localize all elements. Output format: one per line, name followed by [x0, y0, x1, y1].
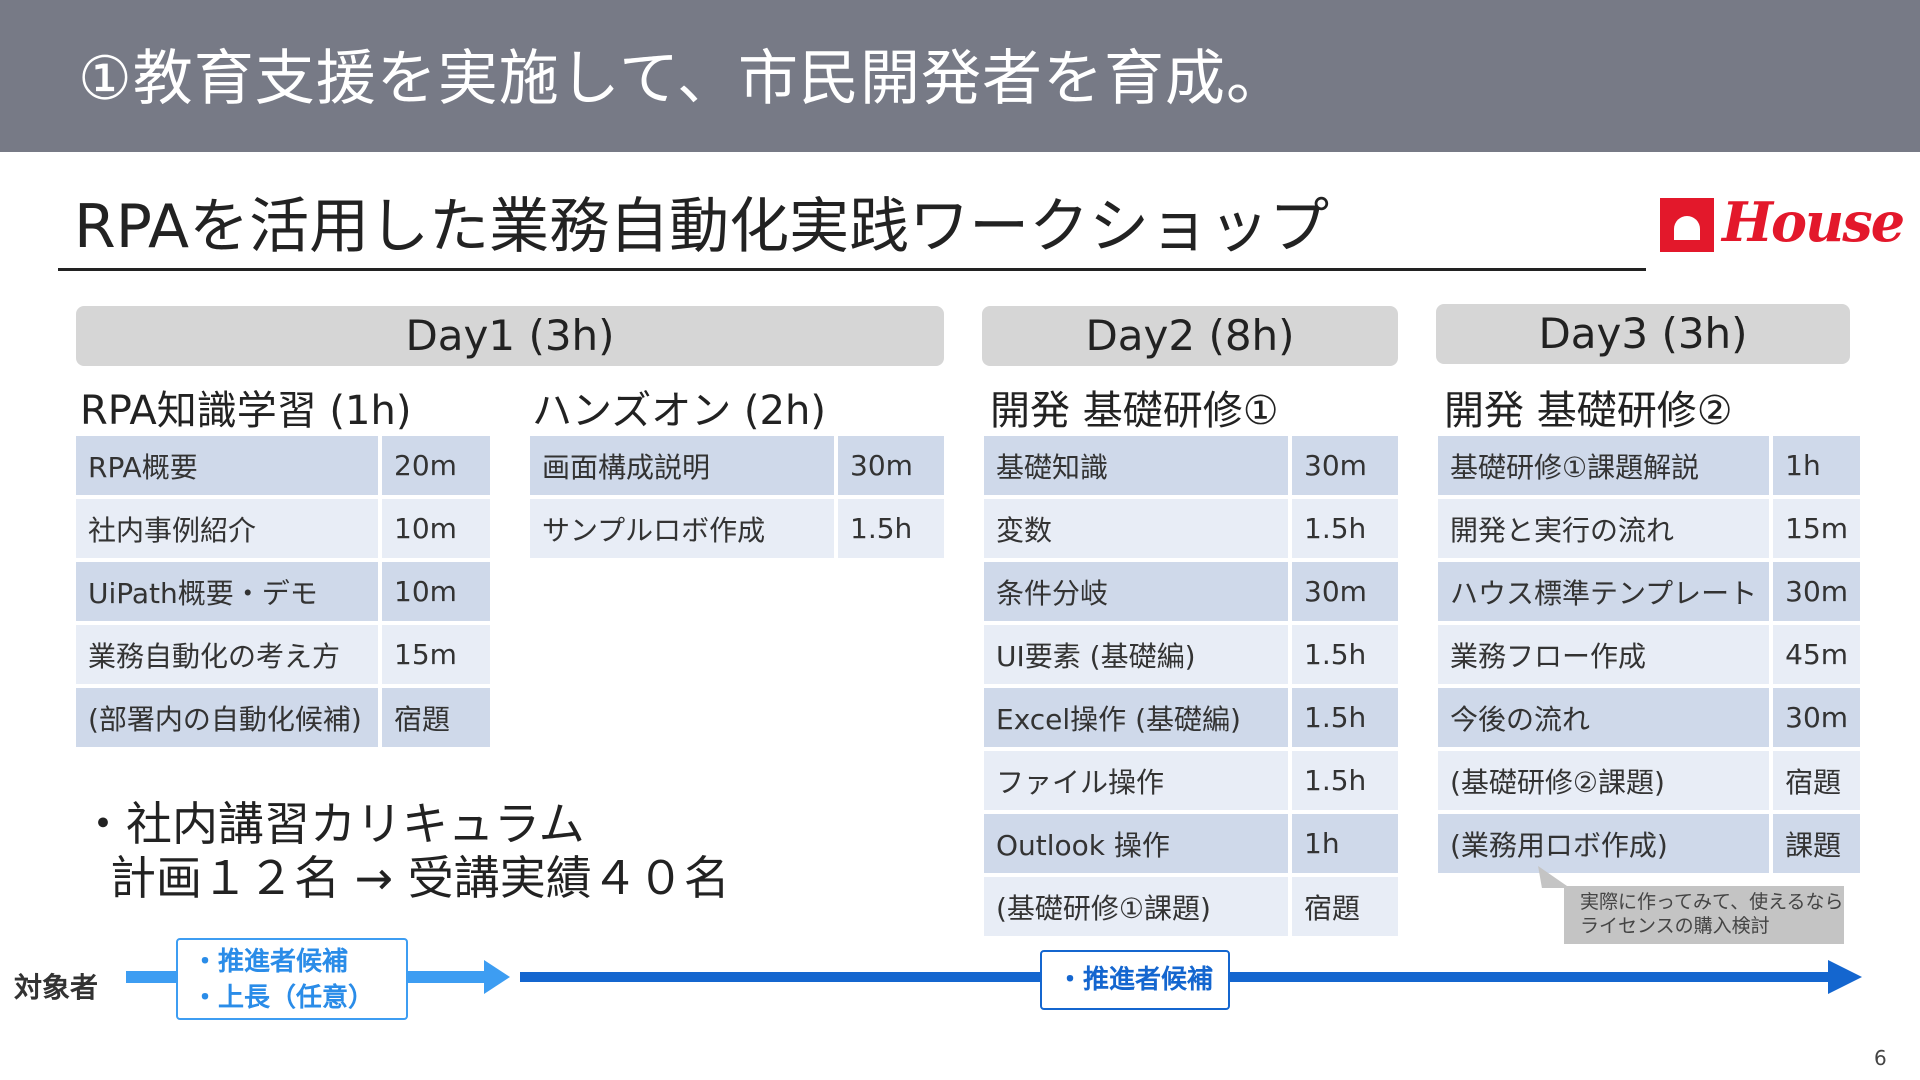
table-row: サンプルロボ作成 1.5h [530, 499, 944, 558]
item-cell: サンプルロボ作成 [530, 499, 834, 558]
time-cell: 1h [1288, 814, 1398, 873]
table-row: 今後の流れ 30m [1438, 688, 1861, 747]
callout-line: ライセンスの購入検討 [1580, 915, 1770, 937]
time-cell: 20m [378, 436, 490, 495]
table-row: Outlook 操作 1h [984, 814, 1398, 873]
target-item: ・推進者候補 [192, 947, 349, 977]
house-logo-icon [1660, 198, 1714, 252]
item-cell: 画面構成説明 [530, 436, 834, 495]
item-cell: 業務自動化の考え方 [76, 625, 378, 684]
section-title-handson: ハンズオン (2h) [532, 388, 826, 434]
table-row: 変数 1.5h [984, 499, 1398, 558]
time-cell: 課題 [1769, 814, 1861, 873]
item-cell: Outlook 操作 [984, 814, 1288, 873]
time-cell: 10m [378, 562, 490, 621]
time-cell: 1h [1769, 436, 1861, 495]
table-row: 業務フロー作成 45m [1438, 625, 1861, 684]
page-subtitle: RPAを活用した業務自動化実践ワークショップ [74, 192, 1330, 262]
time-cell: 1.5h [834, 499, 944, 558]
target-label: 対象者 [14, 971, 99, 1004]
subtitle-underline [58, 268, 1646, 271]
item-cell: UiPath概要・デモ [76, 562, 378, 621]
section-title-rpa: RPA知識学習 (1h) [80, 388, 412, 434]
dev1-schedule-table: 基礎知識 30m 変数 1.5h 条件分岐 30m UI要素 (基礎編) 1.5h Ex… [984, 432, 1398, 940]
section-title-dev1: 開発 基礎研修① [990, 388, 1279, 434]
item-cell: Excel操作 (基礎編) [984, 688, 1288, 747]
time-cell: 1.5h [1288, 499, 1398, 558]
item-cell: 今後の流れ [1438, 688, 1770, 747]
time-cell: 30m [1288, 562, 1398, 621]
time-cell: 30m [1288, 436, 1398, 495]
item-cell: (基礎研修①課題) [984, 877, 1288, 936]
logo-text: House [1722, 190, 1905, 254]
rpa-schedule-table: RPA概要 20m 社内事例紹介 10m UiPath概要・デモ 10m 業務自動化の… [76, 432, 490, 751]
arrow-head-icon [484, 960, 510, 994]
table-row: 開発と実行の流れ 15m [1438, 499, 1861, 558]
item-cell: 基礎知識 [984, 436, 1288, 495]
target-box-day1: ・推進者候補 ・上長（任意） [176, 938, 408, 1020]
table-row: 社内事例紹介 10m [76, 499, 490, 558]
table-row: 条件分岐 30m [984, 562, 1398, 621]
item-cell: 変数 [984, 499, 1288, 558]
table-row: UI要素 (基礎編) 1.5h [984, 625, 1398, 684]
day1-header: Day1 (3h) [76, 306, 944, 366]
callout-pointer [1538, 866, 1570, 888]
time-cell: 45m [1769, 625, 1861, 684]
item-cell: 基礎研修①課題解説 [1438, 436, 1770, 495]
table-row: 業務自動化の考え方 15m [76, 625, 490, 684]
time-cell: 15m [1769, 499, 1861, 558]
table-row: ハウス標準テンプレート 30m [1438, 562, 1861, 621]
time-cell: 1.5h [1288, 625, 1398, 684]
curriculum-heading: ・社内講習カリキュラム [80, 797, 585, 851]
house-logo: House [1660, 190, 1905, 256]
time-cell: 1.5h [1288, 751, 1398, 810]
item-cell: 社内事例紹介 [76, 499, 378, 558]
dev2-schedule-table: 基礎研修①課題解説 1h 開発と実行の流れ 15m ハウス標準テンプレート 30m 業… [1438, 432, 1861, 877]
time-cell: 30m [1769, 688, 1861, 747]
header-title: ①教育支援を実施して、市民開発者を育成。 [78, 44, 1287, 114]
table-row: 画面構成説明 30m [530, 436, 944, 495]
handson-schedule-table: 画面構成説明 30m サンプルロボ作成 1.5h [530, 432, 944, 562]
table-row: (業務用ロボ作成) 課題 [1438, 814, 1861, 873]
item-cell: RPA概要 [76, 436, 378, 495]
item-cell: ファイル操作 [984, 751, 1288, 810]
arrow-head-icon [1828, 960, 1862, 994]
time-cell: 宿題 [378, 688, 490, 747]
target-box-day2: ・推進者候補 [1040, 950, 1230, 1010]
time-cell: 10m [378, 499, 490, 558]
page-number: 6 [1874, 1046, 1887, 1070]
time-cell: 宿題 [1288, 877, 1398, 936]
license-callout: 実際に作ってみて、使えるなら ライセンスの購入検討 [1564, 886, 1844, 944]
time-cell: 宿題 [1769, 751, 1861, 810]
time-cell: 30m [1769, 562, 1861, 621]
table-row: (基礎研修①課題) 宿題 [984, 877, 1398, 936]
time-cell: 30m [834, 436, 944, 495]
curriculum-result: 計画１２名 → 受講実績４０名 [110, 851, 730, 905]
header-bar: ①教育支援を実施して、市民開発者を育成。 [0, 0, 1920, 152]
table-row: RPA概要 20m [76, 436, 490, 495]
time-cell: 15m [378, 625, 490, 684]
day2-header: Day2 (8h) [982, 306, 1398, 366]
item-cell: 開発と実行の流れ [1438, 499, 1770, 558]
item-cell: UI要素 (基礎編) [984, 625, 1288, 684]
table-row: (部署内の自動化候補) 宿題 [76, 688, 490, 747]
table-row: ファイル操作 1.5h [984, 751, 1398, 810]
time-cell: 1.5h [1288, 688, 1398, 747]
table-row: Excel操作 (基礎編) 1.5h [984, 688, 1398, 747]
table-row: UiPath概要・デモ 10m [76, 562, 490, 621]
section-title-dev2: 開発 基礎研修② [1444, 388, 1733, 434]
table-row: 基礎知識 30m [984, 436, 1398, 495]
item-cell: 条件分岐 [984, 562, 1288, 621]
target-item: ・上長（任意） [192, 983, 375, 1013]
callout-line: 実際に作ってみて、使えるなら [1580, 891, 1844, 913]
table-row: 基礎研修①課題解説 1h [1438, 436, 1861, 495]
item-cell: (業務用ロボ作成) [1438, 814, 1770, 873]
day3-header: Day3 (3h) [1436, 304, 1850, 364]
item-cell: 業務フロー作成 [1438, 625, 1770, 684]
table-row: (基礎研修②課題) 宿題 [1438, 751, 1861, 810]
item-cell: (部署内の自動化候補) [76, 688, 378, 747]
item-cell: (基礎研修②課題) [1438, 751, 1770, 810]
item-cell: ハウス標準テンプレート [1438, 562, 1770, 621]
